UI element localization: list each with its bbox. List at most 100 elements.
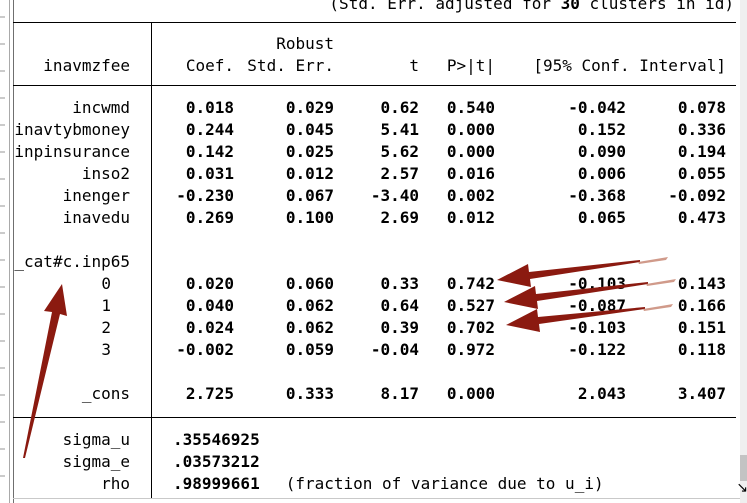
table-column-divider — [151, 22, 152, 498]
ci-low-cell: -0.042 — [568, 98, 626, 117]
stderr-cell: 0.062 — [285, 296, 334, 315]
stderr-cell: 0.059 — [285, 340, 334, 359]
scrollbar-thumb[interactable] — [740, 455, 747, 481]
table-rule-header — [13, 85, 736, 86]
level-label: 1 — [101, 296, 111, 315]
stderr-cell: 0.067 — [285, 186, 334, 205]
table-row: inenger -0.230 0.067 -3.40 0.002 -0.368 … — [13, 185, 736, 207]
stderr-cell: 0.025 — [285, 142, 334, 161]
table-row: inavedu 0.269 0.100 2.69 0.012 0.065 0.4… — [13, 207, 736, 229]
note-suffix: clusters in id) — [579, 0, 735, 13]
table-row: inso2 0.031 0.012 2.57 0.016 0.006 0.055 — [13, 163, 736, 185]
table-row: 2 0.024 0.062 0.39 0.702 -0.103 0.151 — [13, 317, 736, 339]
level-label: 2 — [101, 318, 111, 337]
t-cell: -0.04 — [370, 340, 419, 359]
stat-name: rho — [101, 474, 130, 493]
t-cell: 0.64 — [380, 296, 419, 315]
stat-note — [260, 429, 286, 451]
window-left-border — [9, 0, 14, 503]
coef-cell: 0.024 — [185, 318, 234, 337]
coef-cell: 0.040 — [185, 296, 234, 315]
ci-low-cell: -0.087 — [568, 296, 626, 315]
col-coef: Coef. — [185, 56, 234, 75]
p-cell: 0.000 — [446, 120, 495, 139]
stat-row: sigma_e .03573212 — [13, 451, 736, 473]
coef-cell: 0.020 — [185, 274, 234, 293]
col-t: t — [409, 56, 419, 75]
coef-cell: 0.269 — [185, 208, 234, 227]
ci-high-cell: 0.336 — [677, 120, 726, 139]
col-p: P>|t| — [446, 56, 495, 75]
p-cell: 0.016 — [446, 164, 495, 183]
stderr-cell: 0.045 — [285, 120, 334, 139]
col-stderr: Std. Err. — [247, 56, 334, 75]
robust-label: Robust — [276, 34, 334, 53]
coef-cell: 2.725 — [185, 384, 234, 403]
ci-high-cell: 3.407 — [677, 384, 726, 403]
ci-high-cell: 0.055 — [677, 164, 726, 183]
var-name: inpinsurance — [14, 142, 130, 161]
stderr-cell: 0.333 — [285, 384, 334, 403]
stat-row: rho .98999661 (fraction of variance due … — [13, 473, 736, 495]
var-name: incwmd — [72, 98, 130, 117]
t-cell: -3.40 — [370, 186, 419, 205]
p-cell: 0.012 — [446, 208, 495, 227]
cluster-count: 30 — [560, 0, 580, 13]
level-label: 3 — [101, 340, 111, 359]
cluster-adjustment-note: (Std. Err. adjusted for 30 clusters in i… — [329, 0, 734, 15]
stderr-cell: 0.029 — [285, 98, 334, 117]
col-ci: [95% Conf. Interval] — [533, 56, 726, 75]
table-row: 1 0.040 0.062 0.64 0.527 -0.087 0.166 — [13, 295, 736, 317]
ci-high-cell: 0.194 — [677, 142, 726, 161]
ci-low-cell: 0.006 — [577, 164, 626, 183]
coef-cell: 0.018 — [185, 98, 234, 117]
t-cell: 0.39 — [380, 318, 419, 337]
window-bottom-edge — [13, 498, 740, 499]
ci-low-cell: -0.368 — [568, 186, 626, 205]
ci-low-cell: 0.152 — [577, 120, 626, 139]
t-cell: 0.33 — [380, 274, 419, 293]
regression-table: Robust inavmzfee Coef. Std. Err. t P>|t|… — [13, 23, 736, 495]
header-columns-row: inavmzfee Coef. Std. Err. t P>|t| [95% C… — [13, 55, 736, 77]
stderr-cell: 0.100 — [285, 208, 334, 227]
variance-components: sigma_u .35546925 sigma_e .03573212 rho … — [13, 429, 736, 495]
stat-value: .35546925 — [173, 430, 260, 449]
header-robust-row: Robust — [13, 33, 736, 55]
ci-high-cell: 0.118 — [677, 340, 726, 359]
stat-value: .98999661 — [173, 474, 260, 493]
table-row: inpinsurance 0.142 0.025 5.62 0.000 0.09… — [13, 141, 736, 163]
coef-cell: -0.002 — [176, 340, 234, 359]
ci-low-cell: 0.065 — [577, 208, 626, 227]
depvar-label: inavmzfee — [43, 56, 130, 75]
group-label-row: _cat#c.inp65 — [13, 251, 736, 273]
cursor-arrow-icon: ↘ — [736, 480, 747, 496]
ci-high-cell: 0.166 — [677, 296, 726, 315]
ci-high-cell: 0.143 — [677, 274, 726, 293]
p-cell: 0.002 — [446, 186, 495, 205]
p-cell: 0.000 — [446, 142, 495, 161]
ci-low-cell: 0.090 — [577, 142, 626, 161]
coef-cell: 0.142 — [185, 142, 234, 161]
coef-cell: 0.031 — [185, 164, 234, 183]
stat-note: (fraction of variance due to u_i) — [285, 474, 604, 493]
t-cell: 5.41 — [380, 120, 419, 139]
table-body: incwmd 0.018 0.029 0.62 0.540 -0.042 0.0… — [13, 97, 736, 405]
table-rule-top — [13, 22, 736, 23]
t-cell: 5.62 — [380, 142, 419, 161]
t-cell: 8.17 — [380, 384, 419, 403]
t-cell: 2.57 — [380, 164, 419, 183]
table-header: Robust inavmzfee Coef. Std. Err. t P>|t|… — [13, 23, 736, 77]
p-cell: 0.972 — [446, 340, 495, 359]
var-name: inavedu — [62, 208, 130, 227]
p-cell: 0.000 — [446, 384, 495, 403]
vertical-scrollbar[interactable] — [740, 0, 747, 503]
p-cell: 0.540 — [446, 98, 495, 117]
coef-cell: 0.244 — [185, 120, 234, 139]
stderr-cell: 0.062 — [285, 318, 334, 337]
stat-note — [260, 451, 286, 473]
stat-row: sigma_u .35546925 — [13, 429, 736, 451]
ci-high-cell: 0.473 — [677, 208, 726, 227]
group-label: _cat#c.inp65 — [14, 252, 130, 271]
var-name: inso2 — [81, 164, 130, 183]
